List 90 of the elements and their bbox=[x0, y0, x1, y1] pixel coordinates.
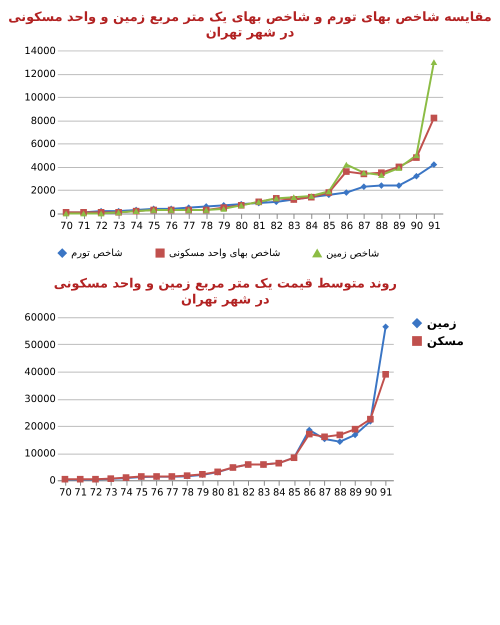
legend-label: شاخص زمین bbox=[326, 248, 380, 260]
x-tick-label: 83 bbox=[258, 488, 270, 499]
point bbox=[290, 194, 298, 200]
x-tick-label: 73 bbox=[112, 220, 126, 232]
y-tick-label: 20000 bbox=[24, 421, 56, 432]
x-tick-label: 87 bbox=[358, 220, 371, 232]
legend-label: مسکن bbox=[426, 334, 464, 348]
y-tick-label: 40000 bbox=[24, 367, 56, 378]
point bbox=[336, 432, 344, 438]
x-tick-label: 71 bbox=[74, 488, 87, 499]
x-tick-label: 87 bbox=[318, 488, 332, 499]
point bbox=[430, 161, 438, 168]
x-tick-label: 77 bbox=[166, 488, 179, 499]
x-tick-label: 72 bbox=[95, 220, 108, 232]
point bbox=[343, 168, 350, 175]
chart-subtitle: در شهر تهران bbox=[181, 292, 270, 308]
x-tick-label: 79 bbox=[196, 488, 210, 499]
point bbox=[321, 433, 328, 440]
x-tick-label: 81 bbox=[252, 220, 266, 232]
x-tick-label: 82 bbox=[270, 220, 284, 232]
x-tick-label: 76 bbox=[150, 488, 164, 499]
y-tick-label: 0 bbox=[50, 208, 56, 220]
point bbox=[352, 432, 358, 438]
x-tick-label: 79 bbox=[218, 220, 231, 232]
x-tick-label: 70 bbox=[60, 220, 73, 232]
legend-label: شاخص بهای واحد مسکونی bbox=[168, 248, 280, 260]
x-tick-label: 84 bbox=[272, 488, 286, 499]
y-tick-label: 6000 bbox=[30, 139, 56, 150]
legend-label: شاخص تورم bbox=[71, 248, 123, 260]
legend-label: زمین bbox=[426, 316, 457, 330]
x-tick-label: 77 bbox=[182, 220, 196, 232]
point bbox=[413, 172, 420, 180]
x-tick-label: 88 bbox=[376, 220, 388, 232]
x-tick-label: 71 bbox=[78, 220, 90, 232]
x-tick-label: 86 bbox=[340, 220, 354, 232]
point bbox=[378, 172, 385, 178]
x-tick-label: 70 bbox=[59, 488, 72, 499]
x-tick-label: 86 bbox=[303, 488, 316, 499]
x-tick-label: 72 bbox=[90, 488, 102, 499]
point bbox=[360, 183, 368, 190]
x-tick-label: 74 bbox=[130, 220, 143, 232]
x-tick-label: 80 bbox=[235, 220, 248, 232]
x-tick-label: 75 bbox=[136, 488, 148, 499]
y-tick-label: 2000 bbox=[30, 186, 56, 197]
point bbox=[343, 162, 350, 168]
x-tick-label: 82 bbox=[242, 488, 255, 499]
x-tick-label: 74 bbox=[120, 488, 133, 499]
point bbox=[378, 182, 385, 189]
x-tick-label: 80 bbox=[212, 488, 224, 499]
y-tick-label: 14000 bbox=[24, 46, 56, 57]
x-tick-label: 88 bbox=[334, 488, 347, 499]
x-tick-label: 83 bbox=[288, 220, 301, 232]
x-tick-label: 91 bbox=[380, 488, 392, 499]
y-tick-label: 12000 bbox=[24, 69, 56, 80]
x-tick-label: 78 bbox=[181, 488, 194, 499]
y-tick-label: 10000 bbox=[24, 448, 56, 460]
y-tick-label: 30000 bbox=[24, 394, 56, 406]
y-tick-label: 8000 bbox=[30, 116, 56, 127]
point bbox=[343, 189, 350, 196]
point bbox=[396, 182, 402, 189]
point bbox=[382, 323, 389, 330]
point bbox=[306, 430, 313, 438]
x-tick-label: 90 bbox=[410, 220, 424, 232]
point bbox=[352, 426, 358, 433]
x-tick-label: 85 bbox=[288, 488, 301, 499]
x-tick-label: 78 bbox=[200, 220, 213, 232]
x-tick-label: 81 bbox=[227, 488, 240, 499]
x-tick-label: 90 bbox=[364, 488, 378, 499]
point bbox=[430, 59, 438, 65]
x-tick-label: 76 bbox=[165, 220, 178, 232]
point bbox=[413, 152, 420, 158]
x-tick-label: 85 bbox=[323, 220, 336, 232]
chart-title: روند متوسط قیمت یک متر مربع زمین و واحد مسکونی bbox=[54, 276, 397, 292]
x-tick-label: 89 bbox=[349, 488, 362, 499]
point bbox=[430, 114, 438, 122]
point bbox=[382, 370, 389, 378]
x-tick-label: 91 bbox=[428, 220, 441, 232]
chart-subtitle: در شهر تهران bbox=[206, 26, 295, 41]
x-tick-label: 84 bbox=[306, 220, 318, 232]
x-tick-label: 89 bbox=[393, 220, 406, 232]
y-tick-label: 50000 bbox=[24, 340, 56, 351]
chart-title: مقایسه شاخص بهای تورم و شاخص بهای یک متر مربع زمین و واحد مسکونی bbox=[8, 10, 492, 25]
x-tick-label: 73 bbox=[104, 488, 118, 499]
point bbox=[367, 416, 374, 422]
point bbox=[336, 438, 344, 446]
y-tick-label: 10000 bbox=[24, 92, 56, 104]
y-tick-label: 4000 bbox=[30, 162, 56, 174]
y-tick-label: 60000 bbox=[24, 312, 56, 324]
y-tick-label: 0 bbox=[50, 476, 56, 487]
x-tick-label: 75 bbox=[148, 220, 160, 232]
